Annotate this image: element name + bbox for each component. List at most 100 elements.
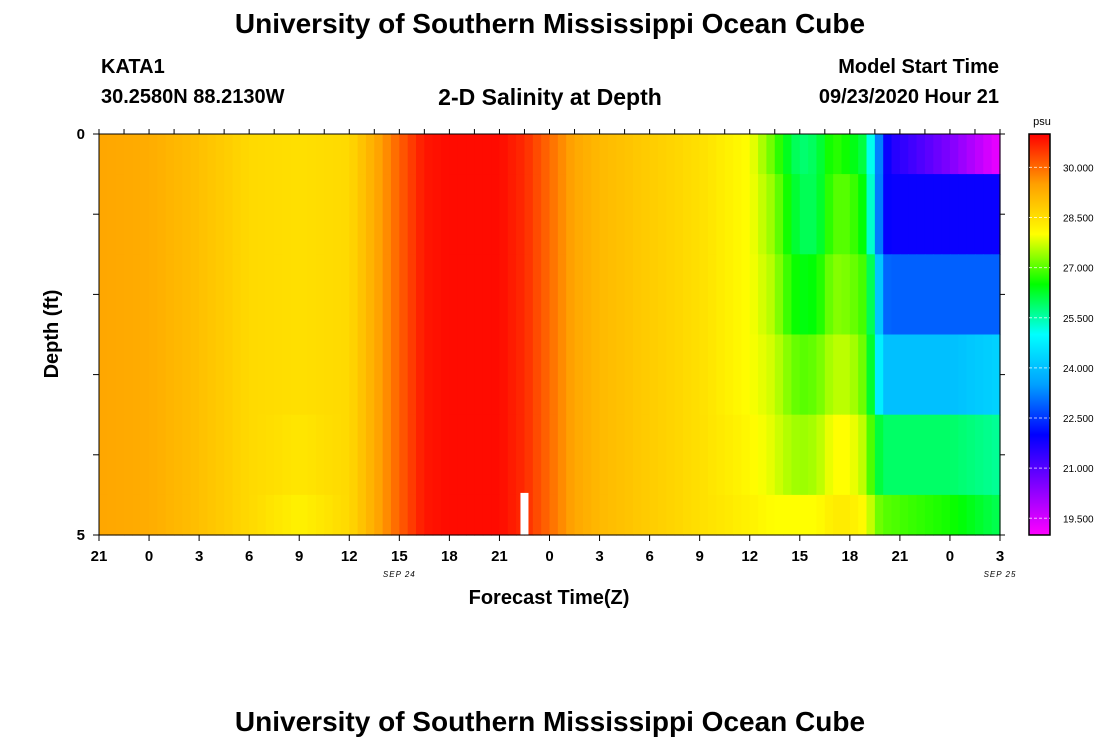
heatmap-cell — [399, 174, 409, 255]
heatmap-cell — [290, 134, 300, 175]
heatmap-cell — [407, 494, 417, 536]
heatmap-cell — [224, 334, 234, 416]
heatmap-cell — [774, 494, 784, 536]
heatmap-cell — [207, 494, 217, 536]
heatmap-cell — [833, 414, 843, 496]
heatmap-cell — [657, 414, 667, 496]
heatmap-cell — [599, 174, 609, 255]
heatmap-cell — [349, 494, 359, 536]
heatmap-cell — [99, 494, 108, 536]
heatmap-cell — [249, 134, 259, 175]
colorbar-tick-label: 19.500 — [1063, 514, 1094, 525]
heatmap-cell — [708, 254, 717, 336]
heatmap-cell — [616, 494, 626, 536]
y-axis-label: Depth (ft) — [41, 290, 63, 379]
heatmap-cell — [816, 174, 826, 255]
heatmap-cell — [991, 414, 1001, 496]
heatmap-cell — [833, 494, 843, 536]
heatmap-cell — [132, 494, 142, 536]
heatmap-cell — [591, 174, 601, 255]
heatmap-cell — [799, 134, 809, 175]
heatmap-cell — [491, 254, 501, 336]
heatmap-cell — [591, 494, 601, 536]
heatmap-cell — [758, 494, 767, 536]
heatmap-cell — [516, 254, 526, 336]
heatmap-cell — [641, 174, 651, 255]
heatmap-cell — [991, 254, 1001, 336]
heatmap-cell — [582, 334, 592, 416]
heatmap-cell — [207, 414, 217, 496]
heatmap-cell — [449, 334, 459, 416]
heatmap-cell — [249, 174, 259, 255]
heatmap-cell — [174, 494, 184, 536]
heatmap-cell — [899, 334, 909, 416]
heatmap-cell — [299, 134, 309, 175]
heatmap-cell — [390, 174, 400, 255]
heatmap-cell — [457, 174, 467, 255]
heatmap-cell — [416, 334, 425, 416]
heatmap-cell — [307, 134, 317, 175]
heatmap-cell — [674, 134, 684, 175]
heatmap-cell — [507, 174, 517, 255]
heatmap-cell — [716, 134, 726, 175]
heatmap-cell — [682, 494, 692, 536]
heatmap-cell — [691, 254, 701, 336]
heatmap-cell — [140, 134, 150, 175]
x-tick-label: 15 — [391, 548, 408, 565]
heatmap-cell — [949, 334, 959, 416]
heatmap-cell — [274, 254, 284, 336]
heatmap-cell — [315, 134, 325, 175]
heatmap-cell — [190, 254, 200, 336]
heatmap-cell — [849, 134, 859, 175]
heatmap-cell — [883, 134, 893, 175]
heatmap-cell — [482, 494, 492, 536]
heatmap-cell — [157, 134, 167, 175]
heatmap-cell — [157, 414, 167, 496]
heatmap-cell — [199, 334, 209, 416]
heatmap-cell — [390, 254, 400, 336]
heatmap-cell — [499, 494, 509, 536]
station-coordinates: 30.2580N 88.2130W — [101, 86, 285, 108]
x-tick-label: 6 — [245, 548, 253, 565]
heatmap-cell — [482, 254, 492, 336]
heatmap-cell — [274, 134, 284, 175]
heatmap-cell — [140, 494, 150, 536]
heatmap-cell — [582, 414, 592, 496]
heatmap-cell — [390, 134, 400, 175]
heatmap-cell — [99, 174, 108, 255]
heatmap-cell — [783, 334, 793, 416]
heatmap-cell — [190, 134, 200, 175]
heatmap-cell — [399, 334, 409, 416]
x-tick-label: 9 — [695, 548, 703, 565]
heatmap-cell — [507, 494, 517, 536]
heatmap-cell — [649, 134, 659, 175]
heatmap-cell — [933, 334, 943, 416]
heatmap-cell — [849, 254, 859, 336]
heatmap-cell — [282, 174, 292, 255]
heatmap-cell — [374, 174, 384, 255]
heatmap-cell — [315, 494, 325, 536]
heatmap-cell — [607, 134, 617, 175]
heatmap-cell — [966, 134, 976, 175]
heatmap-cell — [649, 494, 659, 536]
heatmap-cell — [699, 174, 709, 255]
heatmap-cell — [532, 134, 542, 175]
heatmap-cell — [349, 334, 359, 416]
y-tick-label: 5 — [77, 527, 85, 544]
heatmap-cell — [849, 414, 859, 496]
heatmap-cell — [115, 494, 125, 536]
heatmap-cell — [724, 494, 734, 536]
heatmap-cell — [207, 334, 217, 416]
heatmap-cell — [574, 494, 584, 536]
x-tick-label: 12 — [741, 548, 758, 565]
heatmap-cell — [491, 174, 501, 255]
heatmap-cell — [290, 254, 300, 336]
heatmap-cell — [891, 134, 901, 175]
heatmap-cell — [883, 494, 893, 536]
heatmap-cell — [758, 334, 767, 416]
heatmap-cell — [841, 494, 851, 536]
heatmap-cell — [991, 174, 1001, 255]
heatmap-cell — [340, 134, 350, 175]
heatmap-cell — [682, 414, 692, 496]
heatmap-cell — [716, 254, 726, 336]
